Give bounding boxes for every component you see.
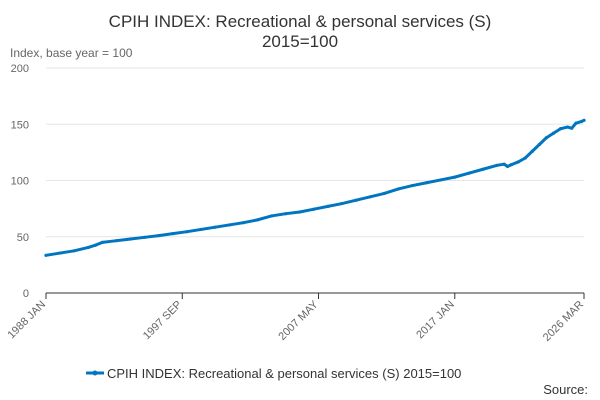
data-point[interactable] [537, 142, 541, 147]
data-point[interactable] [368, 195, 372, 199]
series-line[interactable] [44, 118, 586, 257]
data-point[interactable] [114, 239, 119, 243]
data-point[interactable] [241, 221, 245, 225]
data-point[interactable] [516, 160, 520, 164]
legend-label: CPIH INDEX: Recreational & personal serv… [107, 366, 461, 381]
data-point[interactable] [227, 223, 231, 227]
data-point[interactable] [382, 191, 386, 196]
data-point[interactable] [506, 164, 510, 169]
data-point[interactable] [481, 167, 485, 171]
data-point[interactable] [269, 214, 274, 218]
data-point[interactable] [326, 204, 330, 208]
data-point[interactable] [582, 118, 586, 122]
data-point[interactable] [100, 240, 104, 244]
data-point[interactable] [523, 156, 527, 160]
data-point[interactable] [495, 163, 499, 167]
data-point[interactable] [143, 235, 147, 239]
data-point[interactable] [340, 201, 344, 206]
data-point[interactable] [199, 227, 203, 232]
x-tick-label: 2007 MAY [276, 298, 321, 343]
data-point[interactable] [424, 181, 429, 185]
data-point[interactable] [396, 187, 400, 191]
y-tick-label: 100 [11, 176, 29, 188]
data-point[interactable] [312, 207, 316, 211]
data-point[interactable] [255, 218, 260, 222]
data-point[interactable] [298, 210, 302, 214]
data-point[interactable] [44, 253, 48, 257]
data-point[interactable] [171, 232, 175, 236]
chart-title-line-2: 2015=100 [262, 32, 338, 51]
data-point[interactable] [439, 178, 443, 182]
data-point[interactable] [530, 149, 534, 153]
data-point[interactable] [574, 121, 578, 125]
x-axis-ticks: 1988 JAN 1997 SEP 2007 MAY 2017 JAN 2026 MAR [5, 293, 586, 344]
x-tick-label: 2026 MAR [541, 299, 586, 344]
x-tick-label: 1997 SEP [141, 299, 185, 343]
data-point[interactable] [128, 237, 133, 241]
gridlines [46, 67, 584, 238]
data-point[interactable] [551, 131, 556, 135]
series-layer [44, 118, 586, 257]
data-point[interactable] [213, 225, 217, 229]
x-tick-label: 1988 JAN [5, 299, 48, 342]
data-point[interactable] [284, 212, 288, 216]
data-point[interactable] [58, 251, 62, 255]
data-point[interactable] [570, 126, 574, 130]
data-point[interactable] [558, 127, 563, 131]
x-tick-label: 2017 JAN [414, 299, 457, 342]
data-point[interactable] [565, 125, 570, 129]
chart-title-line-1: CPIH INDEX: Recreational & personal serv… [109, 12, 492, 31]
legend[interactable]: CPIH INDEX: Recreational & personal serv… [86, 366, 461, 381]
data-point[interactable] [157, 234, 161, 238]
data-point[interactable] [72, 249, 76, 253]
source-label: Source: [543, 382, 588, 397]
data-point[interactable] [93, 243, 97, 247]
data-point[interactable] [453, 175, 457, 179]
y-axis-ticks: 0 50 100 150 200 [11, 63, 29, 300]
y-tick-label: 50 [17, 232, 29, 244]
legend-marker [92, 370, 98, 376]
data-point[interactable] [185, 230, 189, 234]
data-point[interactable] [509, 163, 513, 167]
data-point[interactable] [86, 245, 90, 250]
y-tick-label: 200 [11, 63, 29, 75]
data-point[interactable] [467, 171, 471, 175]
data-point[interactable] [544, 136, 549, 140]
data-point[interactable] [354, 198, 358, 202]
y-tick-label: 0 [23, 288, 29, 300]
y-axis-label: Index, base year = 100 [10, 46, 133, 60]
data-point[interactable] [410, 183, 415, 188]
y-tick-label: 150 [11, 119, 29, 131]
data-point[interactable] [502, 162, 506, 166]
